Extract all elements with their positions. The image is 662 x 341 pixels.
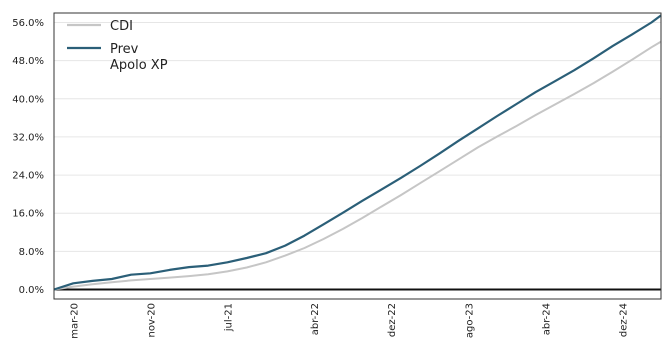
- y-tick-label: 0.0%: [19, 285, 44, 296]
- y-tick-label: 24.0%: [12, 171, 44, 182]
- x-tick-label: nov-20: [146, 303, 157, 337]
- x-tick-label: mar-20: [69, 303, 80, 339]
- plot-frame: [53, 12, 662, 300]
- gridlines: [54, 22, 661, 252]
- y-axis-tick-labels: 0.0% 8.0% 16.0% 24.0% 32.0% 40.0% 48.0% 56.0%: [12, 18, 44, 296]
- y-tick-label: 16.0%: [12, 209, 44, 220]
- x-tick-label: ago-23: [464, 303, 475, 338]
- x-tick-label: dez-24: [619, 303, 630, 337]
- y-tick-label: 48.0%: [12, 56, 44, 67]
- y-tick-label: 56.0%: [12, 18, 44, 29]
- x-tick-label: dez-22: [387, 303, 398, 337]
- series-line-0: [53, 40, 662, 291]
- y-tick-label: 32.0%: [12, 132, 44, 143]
- x-tick-label: jul-21: [223, 303, 234, 332]
- series-layer: [53, 14, 662, 291]
- legend-label: Prev Apolo XP: [110, 42, 168, 73]
- legend-label: CDI: [110, 19, 133, 34]
- series-line-1: [53, 14, 662, 291]
- legend: CDI Prev Apolo XP: [67, 19, 168, 73]
- x-tick-label: abr-24: [541, 303, 552, 335]
- x-axis-tick-labels: mar-20 nov-20 jul-21 abr-22 dez-22 ago-23 abr-…: [69, 303, 629, 339]
- x-tick-label: abr-22: [310, 303, 321, 335]
- y-tick-label: 8.0%: [19, 247, 44, 258]
- y-tick-label: 40.0%: [12, 94, 44, 105]
